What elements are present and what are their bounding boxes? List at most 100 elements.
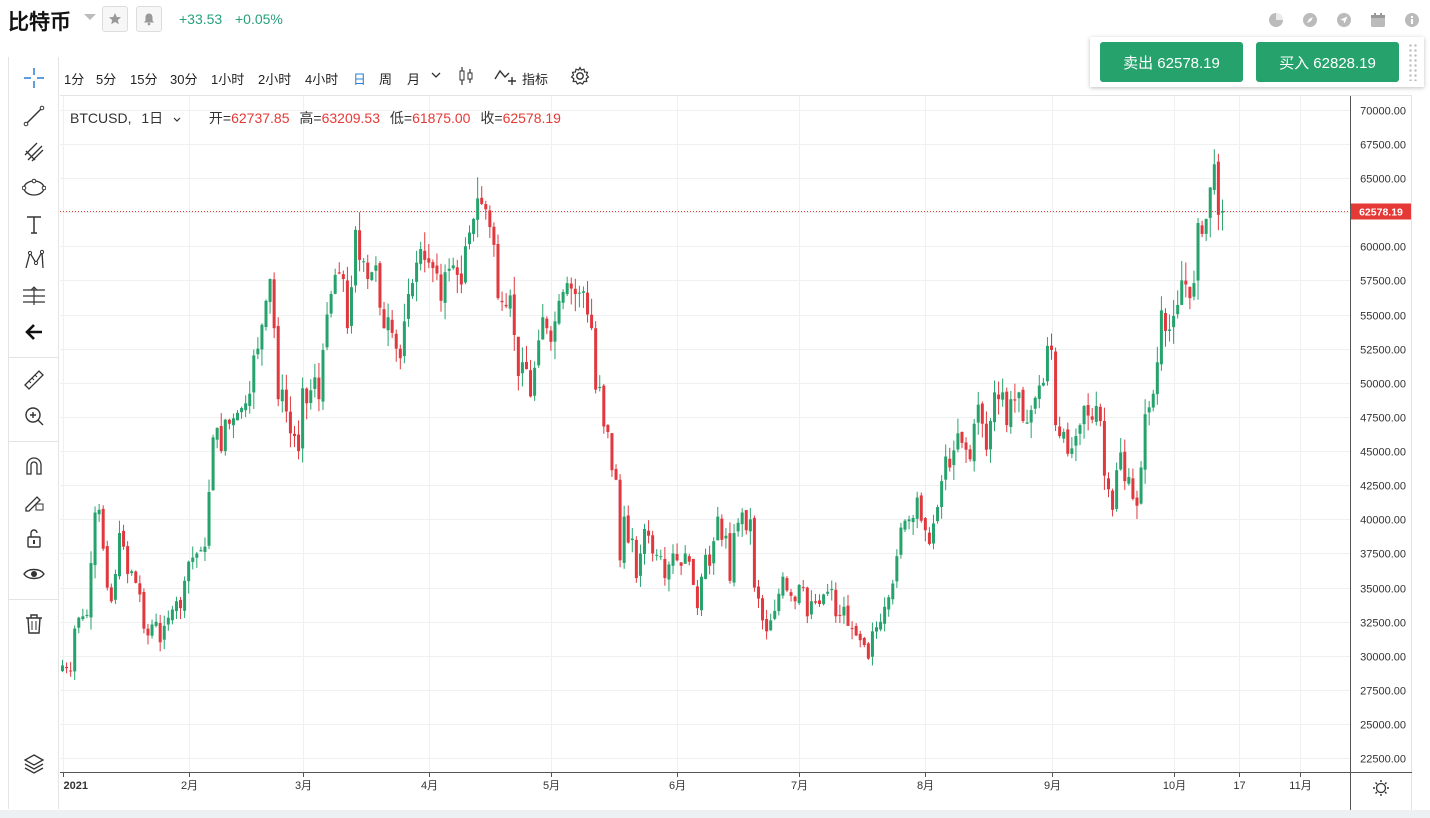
divider [9,357,59,358]
candle-body [834,589,838,617]
timeframe-2h[interactable]: 2小时 [258,72,292,87]
timeframe-week[interactable]: 周 [379,72,393,87]
text-tool[interactable] [21,211,47,237]
timeframe-month[interactable]: 月 [407,72,421,87]
candle-body [956,433,960,450]
crosshair-tool[interactable] [21,65,47,91]
timeframe-5m[interactable]: 5分 [96,72,117,87]
candle-body [931,523,935,544]
candle-body [1216,161,1220,215]
drag-handle[interactable] [1408,43,1418,81]
candle-body [655,554,659,556]
candle-body [671,553,675,566]
pitchfork-icon [24,142,44,162]
candle-body [813,601,817,603]
gear-icon[interactable] [570,66,590,86]
candle-body [594,328,598,390]
zoom-in-icon [25,407,44,426]
candle-body [158,623,162,643]
x-tick-label: 9月 [1044,780,1061,792]
candle-body [382,309,386,329]
lock-drawing-tool[interactable] [21,489,47,515]
pie-chart-icon[interactable] [1268,12,1284,28]
object-tree-tool[interactable] [21,751,47,777]
candle-body [406,294,410,319]
candle-body [557,300,561,324]
price-chart[interactable]: 70000.0067500.0065000.0062500.0060000.00… [60,96,1412,810]
chevron-down-icon[interactable] [84,14,96,20]
chevron-down-icon[interactable] [173,117,181,123]
indicators-icon[interactable] [494,67,518,85]
chevron-down-icon[interactable] [431,71,441,79]
candle-body [944,456,948,480]
y-tick-label: 27500.00 [1360,686,1406,698]
info-icon[interactable] [1404,12,1420,28]
pattern-tool[interactable] [21,247,47,273]
timeframe-15m[interactable]: 15分 [130,72,158,87]
candle-body [455,267,459,275]
candle-body [923,518,927,531]
candle-body [256,348,260,355]
candle-body [512,294,516,335]
chart-frame [60,95,1412,810]
timeframe-30m[interactable]: 30分 [170,72,198,87]
candle-body [435,265,439,274]
candle-body [488,210,492,228]
prediction-tool[interactable] [21,283,47,309]
candle-body [659,556,663,558]
candle-body [586,292,590,315]
indicators-button[interactable]: 指标 [522,72,549,87]
favorite-button[interactable] [102,6,128,32]
timeframe-1h[interactable]: 1小时 [211,72,245,87]
gear-icon[interactable] [1375,782,1387,794]
candle-body [590,314,594,329]
measure-tool[interactable] [21,367,47,393]
candle-body [1131,478,1135,499]
candle-body [842,606,846,616]
candle-body [288,411,292,434]
candle-body [883,606,887,624]
candle-body [227,419,231,424]
last-price-badge [1351,203,1411,220]
arrow-left-icon [25,324,42,340]
lock-tool[interactable] [21,525,47,551]
candle-body [875,627,878,632]
candle-body [472,218,476,234]
gear-icon-spokes[interactable] [1373,780,1389,796]
magnet-tool[interactable] [21,453,47,479]
shape-tool[interactable] [21,175,47,201]
candle-body [720,518,724,540]
candle-body [541,317,545,340]
sell-button[interactable]: 卖出 62578.19 [1100,42,1243,82]
candle-body [374,265,378,271]
alert-button[interactable] [136,6,162,32]
zoom-tool[interactable] [21,403,47,429]
buy-button[interactable]: 买入 62828.19 [1256,42,1399,82]
candle-body [708,554,712,566]
calendar-icon[interactable] [1370,12,1386,28]
star-icon [109,13,121,25]
timeframe-day[interactable]: 日 [353,72,367,87]
visibility-tool[interactable] [21,561,47,587]
candles-icon[interactable] [458,66,474,86]
candle-body [1220,211,1224,213]
compass-icon[interactable] [1302,12,1318,28]
navigate-icon[interactable] [1336,12,1352,28]
legend-symbol[interactable]: BTCUSD [70,110,128,126]
legend-interval[interactable]: 1日 [141,110,164,126]
bell-icon [144,13,154,26]
timeframe-1m[interactable]: 1分 [64,72,85,87]
candle-body [598,386,602,389]
trend-line-tool[interactable] [21,103,47,129]
candle-body [77,617,81,628]
candle-body [789,592,793,596]
pitchfork-tool[interactable] [21,139,47,165]
back-tool[interactable] [21,319,47,345]
ruler-icon [24,370,44,390]
timeframe-4h[interactable]: 4小时 [305,72,339,87]
candle-body [683,553,687,564]
ellipse-icon [22,178,46,196]
y-tick-label: 57500.00 [1360,276,1406,288]
delete-tool[interactable] [21,611,47,637]
